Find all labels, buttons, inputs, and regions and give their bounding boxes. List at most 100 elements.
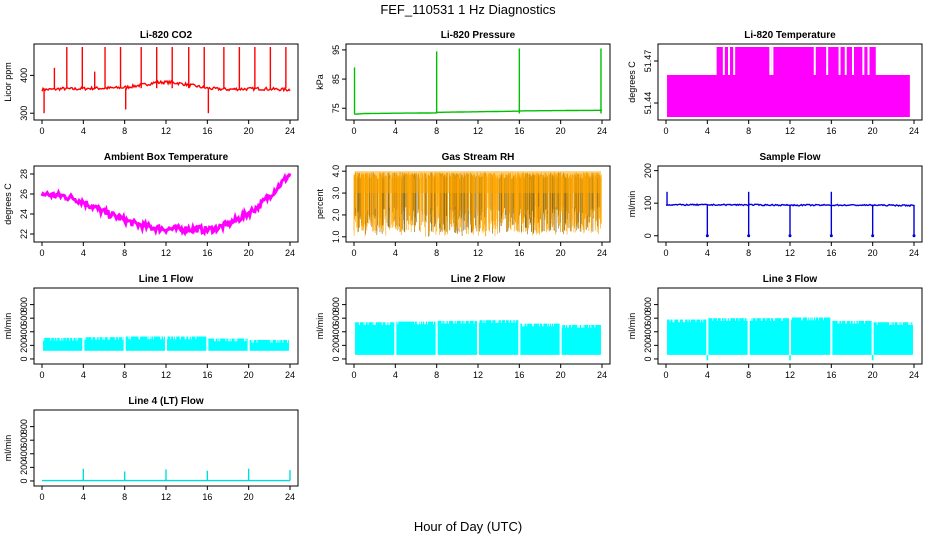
x-tick-label: 0: [39, 370, 44, 380]
flow-band: [167, 336, 207, 351]
panel-ylabel: ml/min: [315, 313, 325, 340]
y-tick-label: 200: [19, 338, 29, 353]
x-tick-label: 24: [909, 248, 919, 258]
chart-panel-4: Ambient Box Temperature degrees C 0 4 8 12 16 2…: [3, 152, 299, 258]
chart-panel-2: Li-820 Pressure kPa 0 4 8 12 16 20 24 75 85 95: [315, 30, 611, 136]
x-tick-label: 0: [351, 248, 356, 258]
x-tick-label: 24: [597, 370, 607, 380]
x-tick-label: 0: [39, 248, 44, 258]
flow-band: [396, 321, 436, 355]
flow-band: [873, 322, 913, 355]
x-tick-label: 4: [705, 248, 710, 258]
y-tick-label: 95: [331, 45, 341, 55]
x-tick-label: 12: [785, 248, 795, 258]
temp-gap: [862, 47, 865, 75]
y-tick-label: 200: [331, 338, 341, 353]
y-tick-label: 800: [331, 297, 341, 312]
x-tick-label: 12: [785, 126, 795, 136]
x-tick-label: 24: [909, 126, 919, 136]
y-tick-label: 51.44: [643, 92, 653, 115]
x-tick-label: 24: [285, 370, 295, 380]
x-tick-label: 12: [161, 370, 171, 380]
temp-band-upper: [716, 47, 876, 75]
temp-gap: [733, 47, 736, 75]
chart-panel-7: Line 1 Flow ml/min 0 4 8 12 16 20 24 0 20040060080…: [3, 274, 299, 380]
x-tick-label: 4: [705, 126, 710, 136]
series-line: [40, 172, 292, 237]
x-tick-label: 20: [868, 126, 878, 136]
temp-gap: [728, 47, 730, 75]
panel-title: Line 1 Flow: [139, 274, 194, 285]
x-tick-label: 20: [244, 248, 254, 258]
x-tick-label: 16: [826, 126, 836, 136]
x-tick-label: 8: [122, 126, 127, 136]
plot-frame: [345, 43, 611, 121]
spike-down-point: [788, 234, 792, 238]
x-tick-label: 8: [434, 248, 439, 258]
temp-gap: [813, 47, 816, 75]
rh-band: [354, 171, 601, 194]
y-tick-label: 400: [19, 324, 29, 339]
x-tick-label: 0: [663, 248, 668, 258]
x-tick-label: 20: [244, 126, 254, 136]
panel-title: Line 2 Flow: [451, 274, 506, 285]
y-tick-label: 600: [19, 311, 29, 326]
figure-title: FEF_110531 1 Hz Diagnostics: [380, 2, 556, 17]
y-tick-label: 200: [19, 460, 29, 475]
y-tick-label: 4.0: [331, 165, 341, 178]
x-tick-label: 20: [868, 370, 878, 380]
spike-down-point: [871, 234, 875, 238]
panel-ylabel: ml/min: [627, 191, 637, 218]
x-tick-label: 0: [39, 126, 44, 136]
flow-band: [749, 318, 789, 355]
chart-panel-5: Gas Stream RH percent 0 4 8 12 16 20 24 1.0 2.0 3.0…: [315, 152, 611, 258]
x-tick-label: 20: [244, 370, 254, 380]
y-tick-label: 200: [643, 338, 653, 353]
x-tick-label: 8: [746, 370, 751, 380]
x-tick-label: 12: [473, 370, 483, 380]
panel-title: Sample Flow: [759, 152, 820, 163]
flow-band: [479, 320, 519, 355]
x-tick-label: 16: [202, 126, 212, 136]
panel-title: Li-820 Pressure: [441, 30, 516, 41]
temp-gap: [771, 47, 774, 75]
spike-down-point: [912, 234, 916, 238]
y-tick-label: 3.0: [331, 187, 341, 200]
y-tick-label: 800: [643, 297, 653, 312]
plot-frame: [33, 287, 299, 365]
x-tick-label: 12: [161, 126, 171, 136]
flow-band: [520, 323, 560, 355]
x-tick-label: 12: [785, 370, 795, 380]
x-tick-label: 20: [556, 248, 566, 258]
x-tick-label: 24: [285, 248, 295, 258]
y-tick-label: 26: [19, 189, 29, 199]
chart-panel-8: Line 2 Flow ml/min 0 4 8 12 16 20 24 0 20040060080…: [315, 274, 611, 380]
flow-band: [84, 337, 124, 351]
flow-band: [832, 320, 872, 355]
x-tick-label: 4: [393, 248, 398, 258]
chart-panel-1: Li-820 CO2 Licor ppm 0 4 8 12 16 20 24 300 400: [3, 30, 299, 136]
flow-band: [355, 322, 395, 355]
y-tick-label: 0: [19, 356, 29, 361]
x-tick-label: 24: [909, 370, 919, 380]
x-tick-label: 12: [473, 248, 483, 258]
y-tick-label: 0: [643, 233, 653, 238]
flow-band: [791, 317, 831, 355]
x-tick-label: 0: [663, 126, 668, 136]
x-tick-label: 4: [81, 126, 86, 136]
x-tick-label: 16: [826, 248, 836, 258]
y-tick-label: 24: [19, 209, 29, 219]
y-tick-label: 75: [331, 103, 341, 113]
temp-gap: [909, 75, 912, 117]
y-tick-label: 600: [331, 311, 341, 326]
chart-panel-10: Line 4 (LT) Flow ml/min 0 4 8 12 16 20 24 0 200400…: [3, 396, 299, 502]
x-tick-label: 16: [202, 492, 212, 502]
y-tick-label: 100: [643, 196, 653, 211]
y-tick-label: 28: [19, 169, 29, 179]
y-tick-label: 300: [19, 106, 29, 121]
panel-ylabel: degrees C: [627, 61, 637, 103]
temp-gap: [769, 47, 772, 75]
x-tick-label: 4: [81, 248, 86, 258]
